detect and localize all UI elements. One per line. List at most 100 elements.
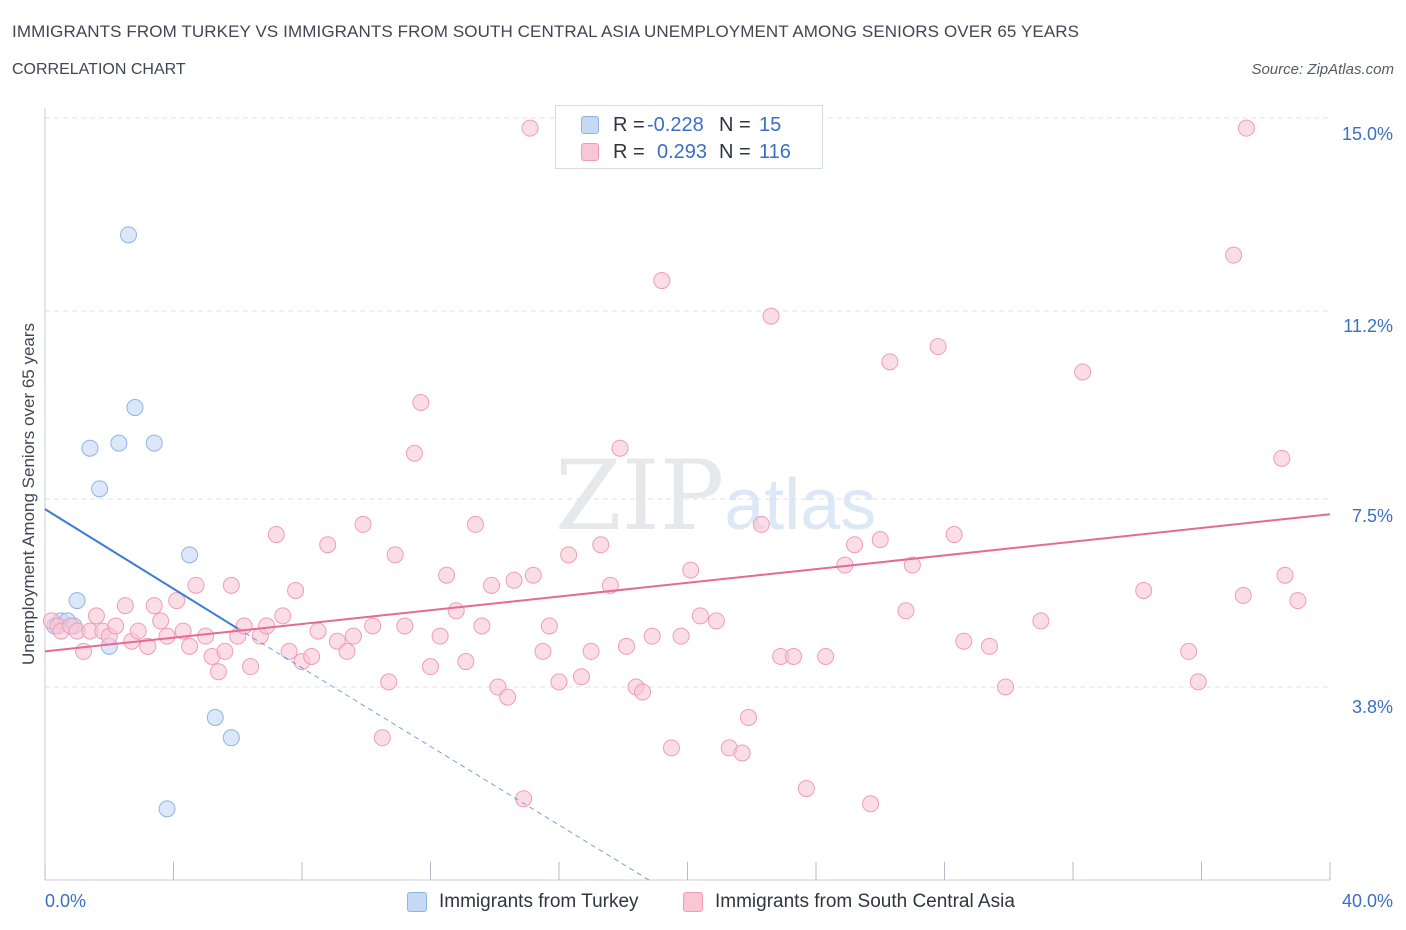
sca-point-114 <box>980 637 998 655</box>
y-tick-label-11-2: 11.2% <box>1343 316 1393 336</box>
sca-point-87 <box>762 307 780 325</box>
sca-point-48 <box>396 617 414 635</box>
sca-point-71 <box>601 576 619 594</box>
sca-point-24 <box>209 663 227 681</box>
sca-point-35 <box>287 581 305 599</box>
sca-swatch <box>581 143 599 161</box>
sca-point-21 <box>187 576 205 594</box>
sca-point-85 <box>740 708 758 726</box>
sca-point-46 <box>380 673 398 691</box>
sca-point-29 <box>242 658 260 676</box>
correlation-legend: R = -0.228 N = 15 R = 0.293 N = 116 <box>555 105 823 169</box>
sca-point-97 <box>897 602 915 620</box>
legend-label-sca: Immigrants from South Central Asia <box>715 891 1015 912</box>
sca-point-41 <box>338 642 356 660</box>
sca-point-104 <box>1074 363 1092 381</box>
zipatlas-watermark: ZIPatlas <box>555 440 876 552</box>
sca-point-80 <box>682 561 700 579</box>
sca-point-56 <box>466 515 484 533</box>
sca-point-39 <box>319 536 337 554</box>
turkey-trend-extension <box>237 628 650 881</box>
sca-point-79 <box>672 627 690 645</box>
sca-point-22 <box>197 627 215 645</box>
sca-point-96 <box>881 353 899 371</box>
legend-item-turkey: Immigrants from Turkey <box>407 889 639 915</box>
turkey-point-5 <box>81 439 99 457</box>
sca-point-72 <box>611 439 629 457</box>
sca-point-82 <box>707 612 725 630</box>
sca-point-76 <box>643 627 661 645</box>
sca-point-18 <box>168 592 186 610</box>
sca-point-43 <box>354 515 372 533</box>
sca-trend-line <box>44 513 1331 653</box>
sca-point-15 <box>145 597 163 615</box>
sca-point-58 <box>483 576 501 594</box>
sca-point-17 <box>158 627 176 645</box>
sca-point-109 <box>1237 119 1255 137</box>
turkey-point-15 <box>222 729 240 747</box>
sca-point-61 <box>505 571 523 589</box>
sca-point-110 <box>1273 449 1291 467</box>
y-axis-label: Unemployment Among Seniors over 65 years <box>19 322 38 666</box>
sca-point-69 <box>582 642 600 660</box>
legend-label-turkey: Immigrants from Turkey <box>439 891 639 912</box>
r-value-sca: 0.293 <box>657 140 708 163</box>
sca-point-68 <box>572 668 590 686</box>
sca-point-81 <box>691 607 709 625</box>
sca-point-95 <box>871 531 889 549</box>
turkey-point-13 <box>181 546 199 564</box>
sca-point-64 <box>534 642 552 660</box>
source-credit: Source: ZipAtlas.com <box>1251 61 1394 78</box>
y-tick-label-7-5: 7.5% <box>1351 506 1393 526</box>
sca-point-51 <box>422 658 439 676</box>
sca-point-44 <box>364 617 382 635</box>
y-tick-label-15-0: 15.0% <box>1341 124 1393 144</box>
x-tick-label-max: 40.0% <box>1341 891 1393 911</box>
sca-point-91 <box>817 647 835 665</box>
sca-point-57 <box>473 617 491 635</box>
sca-point-55 <box>457 653 475 671</box>
n-label: N = <box>719 140 751 163</box>
sca-point-54 <box>447 602 465 620</box>
n-value-turkey: 15 <box>759 113 782 136</box>
turkey-point-14 <box>206 708 224 726</box>
sca-point-14 <box>139 637 157 655</box>
sca-point-38 <box>309 622 327 640</box>
sca-point-100 <box>945 526 963 544</box>
sca-point-47 <box>386 546 404 564</box>
watermark-atlas: atlas <box>724 465 877 545</box>
sca-point-70 <box>592 536 610 554</box>
sca-point-90 <box>797 780 815 798</box>
r-label: R = <box>613 140 645 163</box>
sca-point-10 <box>107 617 125 635</box>
sca-point-106 <box>1180 642 1198 660</box>
sca-point-25 <box>216 642 234 660</box>
r-value-turkey: -0.228 <box>647 113 704 136</box>
chart-subtitle: CORRELATION CHART <box>12 61 186 78</box>
sca-point-93 <box>846 536 864 554</box>
sca-point-105 <box>1135 581 1153 599</box>
sca-point-84 <box>733 744 751 762</box>
y-tick-label-3-8: 3.8% <box>1351 697 1393 717</box>
turkey-point-4 <box>68 592 86 610</box>
sca-point-77 <box>653 272 671 290</box>
sca-point-107 <box>1189 673 1207 691</box>
sca-point-113 <box>1234 587 1252 605</box>
sca-point-101 <box>955 632 973 650</box>
turkey-swatch <box>581 116 599 134</box>
x-tick-label-min: 0.0% <box>45 891 87 911</box>
sca-point-99 <box>929 338 947 356</box>
turkey-point-6 <box>91 480 109 498</box>
sca-point-19 <box>174 622 192 640</box>
sca-point-16 <box>152 612 170 630</box>
sca-point-45 <box>373 729 391 747</box>
sca-point-53 <box>438 566 456 584</box>
turkey-point-12 <box>158 800 176 818</box>
sca-point-67 <box>560 546 578 564</box>
legend-row-turkey: R = -0.228 N = 15 <box>581 113 781 137</box>
turkey-point-11 <box>145 434 163 452</box>
turkey-legend-swatch <box>407 892 427 912</box>
sca-point-75 <box>634 683 652 701</box>
sca-point-7 <box>87 607 105 625</box>
